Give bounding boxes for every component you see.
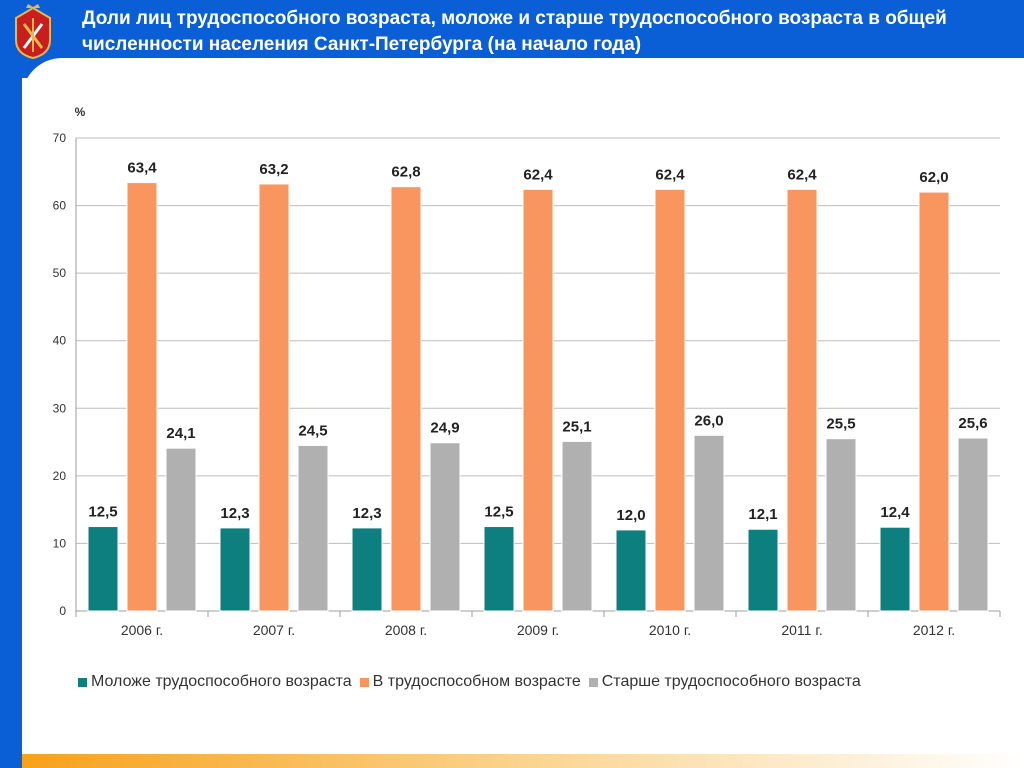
- bar: [918, 191, 950, 612]
- data-label: 63,2: [259, 161, 288, 178]
- y-tick-label: 30: [53, 401, 67, 415]
- bar: [654, 188, 686, 612]
- legend-item: В трудоспособном возрасте: [359, 673, 581, 691]
- coat-of-arms-emblem: [15, 4, 51, 60]
- data-label: 25,1: [562, 418, 591, 435]
- data-label: 12,3: [220, 505, 249, 522]
- bar: [615, 529, 647, 612]
- data-label: 12,5: [88, 504, 117, 521]
- data-label: 25,6: [958, 415, 987, 432]
- bar: [693, 434, 725, 612]
- bar: [483, 526, 515, 612]
- bar: [825, 438, 857, 612]
- bar: [957, 437, 989, 612]
- data-label: 12,0: [616, 507, 645, 524]
- bar: [879, 526, 911, 612]
- x-tick-label: 2012 г.: [913, 622, 955, 638]
- legend-label: Старше трудоспособного возраста: [601, 673, 861, 690]
- data-label: 25,5: [826, 416, 855, 433]
- data-label: 24,5: [298, 422, 327, 439]
- bar: [258, 183, 290, 612]
- bar: [390, 186, 422, 612]
- legend-swatch: [588, 677, 598, 687]
- y-tick-label: 50: [53, 266, 67, 280]
- y-tick-label: 0: [59, 604, 66, 618]
- legend-label: В трудоспособном возрасте: [372, 673, 581, 690]
- bar: [219, 527, 251, 612]
- x-tick-label: 2008 г.: [385, 622, 427, 638]
- legend-swatch: [359, 677, 369, 687]
- x-tick-label: 2007 г.: [253, 622, 295, 638]
- legend-item: Моложе трудоспособного возраста: [78, 673, 352, 691]
- y-tick-label: 70: [53, 131, 67, 145]
- bar: [429, 442, 461, 612]
- data-label: 62,8: [391, 164, 420, 181]
- data-label: 12,1: [748, 506, 777, 523]
- page-title: Доли лиц трудоспособного возраста, молож…: [82, 8, 947, 55]
- data-label: 24,9: [430, 420, 459, 437]
- legend-item: Старше трудоспособного возраста: [588, 673, 861, 691]
- bar: [561, 440, 593, 612]
- data-label: 62,4: [655, 166, 685, 183]
- data-label: 62,4: [523, 166, 553, 183]
- data-label: 12,3: [352, 505, 381, 522]
- bottom-accent-line: [22, 754, 1024, 768]
- y-tick-label: 40: [53, 334, 67, 348]
- data-label: 62,0: [919, 169, 948, 186]
- data-label: 12,5: [484, 504, 513, 521]
- data-label: 63,4: [127, 160, 157, 177]
- chart-legend: Моложе трудоспособного возраста В трудосп…: [78, 672, 869, 692]
- y-tick-label: 10: [53, 536, 67, 550]
- y-tick-label: 60: [53, 199, 67, 213]
- bar: [165, 447, 197, 612]
- x-tick-label: 2011 г.: [781, 622, 822, 638]
- bar: [786, 188, 818, 612]
- left-accent-bar: [0, 0, 22, 768]
- y-unit-label: %: [75, 105, 86, 119]
- x-tick-label: 2010 г.: [649, 622, 691, 638]
- bar: [522, 188, 554, 612]
- bar: [297, 444, 329, 612]
- data-label: 12,4: [880, 504, 910, 521]
- x-tick-label: 2006 г.: [121, 622, 163, 638]
- legend-label: Моложе трудоспособного возраста: [91, 673, 352, 690]
- data-label: 24,1: [166, 425, 195, 442]
- bar: [87, 526, 119, 612]
- data-label: 26,0: [694, 412, 723, 429]
- bar: [126, 182, 158, 612]
- y-tick-label: 20: [53, 469, 67, 483]
- data-label: 62,4: [787, 166, 817, 183]
- legend-swatch: [78, 677, 87, 687]
- bar: [351, 527, 383, 612]
- bar: [747, 528, 779, 612]
- x-tick-label: 2009 г.: [517, 622, 559, 638]
